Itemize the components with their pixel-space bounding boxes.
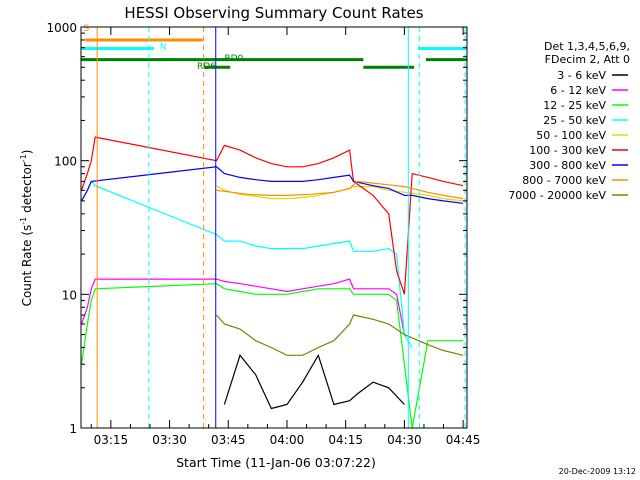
legend-label-1: 3 - 6 keV	[557, 69, 606, 82]
x-axis-label: Start Time (11-Jan-06 03:07:22)	[176, 455, 376, 470]
annotation-3: RD0	[224, 54, 243, 64]
series-line-6	[80, 136, 464, 295]
series-line-4	[80, 180, 413, 348]
y-tick-label-3: 100	[54, 155, 77, 169]
x-tick-label-2: 03:30	[152, 433, 187, 447]
series-line-9	[216, 314, 464, 356]
series-line-7	[80, 166, 464, 204]
x-tick-label-4: 04:00	[270, 433, 305, 447]
y-tick-label-2: 10	[62, 288, 77, 302]
annotation-4: RD6	[197, 62, 216, 72]
x-tick-label-3: 03:45	[211, 433, 246, 447]
x-tick-label-5: 04:15	[328, 433, 363, 447]
chart-title: HESSI Observing Summary Count Rates	[124, 4, 423, 22]
annotation-1: S	[83, 24, 89, 34]
legend-label-6: 100 - 300 keV	[529, 144, 606, 157]
x-ticks: 03:15 03:30 03:45 04:00 04:15 04:30 04:45	[90, 27, 481, 447]
footer-timestamp: 20-Dec-2009 13:12	[559, 467, 636, 476]
legend-label-5: 50 - 100 keV	[536, 129, 606, 142]
legend-label-3: 12 - 25 keV	[543, 99, 606, 112]
legend-label-9: 7000 - 20000 keV	[508, 189, 606, 202]
y-tick-label-1: 1	[69, 422, 77, 436]
y-ticks: 1 10 100 1000	[46, 21, 467, 436]
legend-header-line-1: Det 1,3,4,5,6,9,	[544, 40, 630, 53]
legend: Det 1,3,4,5,6,9, FDecim 2, Att 0 3 - 6 k…	[508, 40, 630, 202]
annotation-2: N	[160, 42, 167, 52]
series-line-3	[80, 283, 464, 429]
legend-label-2: 6 - 12 keV	[550, 84, 606, 97]
plot-content: S N RD0 RD6	[80, 24, 467, 429]
legend-header-line-2: FDecim 2, Att 0	[545, 53, 630, 66]
series-line-1	[223, 353, 405, 410]
y-axis-label: Count Rate (s-1 detector-1)	[19, 150, 34, 307]
x-tick-label-7: 04:45	[446, 433, 481, 447]
x-tick-label-6: 04:30	[387, 433, 422, 447]
legend-label-4: 25 - 50 keV	[543, 114, 606, 127]
legend-label-7: 300 - 800 keV	[529, 159, 606, 172]
series-line-8	[216, 180, 464, 200]
y-tick-label-4: 1000	[46, 21, 77, 35]
series-line-2	[80, 278, 405, 335]
plot-frame	[80, 26, 468, 429]
x-tick-label-1: 03:15	[94, 433, 129, 447]
legend-label-8: 800 - 7000 keV	[522, 174, 606, 187]
legend-items: 3 - 6 keV 6 - 12 keV 12 - 25 keV 25 - 50 ke…	[508, 69, 628, 202]
